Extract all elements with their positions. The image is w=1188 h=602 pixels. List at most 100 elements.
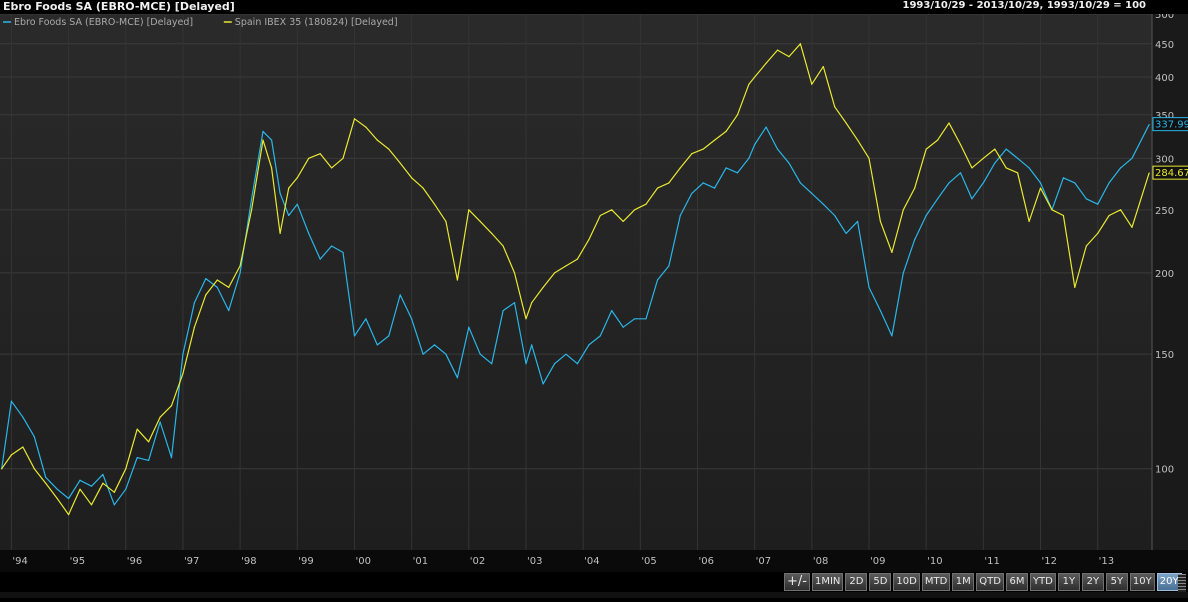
data-point <box>228 286 230 288</box>
data-point <box>411 177 413 179</box>
data-point <box>279 232 281 234</box>
data-point <box>525 363 527 365</box>
data-point <box>411 318 413 320</box>
period-button-1min[interactable]: 1MIN <box>811 573 844 591</box>
crosshair-icon[interactable]: +/- <box>784 573 810 591</box>
data-point <box>491 363 493 365</box>
data-point <box>754 76 756 78</box>
data-point <box>193 326 195 328</box>
data-point <box>330 245 333 247</box>
data-point <box>565 353 567 355</box>
data-point <box>33 436 35 438</box>
period-button-10y[interactable]: 10Y <box>1129 573 1155 591</box>
data-point <box>468 209 470 211</box>
data-point <box>170 457 173 459</box>
data-point <box>925 214 927 217</box>
period-button-5d[interactable]: 5D <box>869 573 892 591</box>
data-point <box>902 272 904 274</box>
data-point <box>79 488 81 490</box>
data-point <box>971 167 973 169</box>
y-tick-label: 400 <box>1155 73 1174 84</box>
x-tick-label: '99 <box>298 556 313 567</box>
data-point <box>445 353 447 355</box>
data-point <box>622 326 624 328</box>
data-point <box>239 272 241 274</box>
period-button-20y[interactable]: 20Y <box>1156 573 1182 591</box>
x-tick-label: '08 <box>813 556 828 567</box>
data-point <box>959 172 962 174</box>
x-tick-label: '94 <box>12 556 27 567</box>
data-point <box>468 326 470 328</box>
x-tick-label: '05 <box>641 556 656 567</box>
data-point <box>216 279 218 281</box>
data-point <box>22 416 24 418</box>
data-point <box>668 182 670 184</box>
data-point <box>725 130 727 132</box>
data-point <box>136 457 138 459</box>
data-point <box>736 114 739 116</box>
period-button-5y[interactable]: 5Y <box>1105 573 1128 591</box>
data-point <box>879 310 882 312</box>
data-point <box>982 157 984 159</box>
period-button-1m[interactable]: 1M <box>952 573 975 591</box>
x-tick-label: '00 <box>355 556 370 567</box>
period-button-mtd[interactable]: MTD <box>921 573 951 591</box>
data-point <box>399 294 401 296</box>
data-point <box>776 49 779 51</box>
data-point <box>10 454 13 456</box>
data-point <box>1085 198 1087 200</box>
data-point <box>542 286 544 288</box>
data-point <box>250 209 253 211</box>
data-point <box>634 209 636 211</box>
data-point <box>656 187 659 189</box>
data-point <box>937 139 939 141</box>
data-point <box>822 203 824 205</box>
data-point <box>679 167 681 169</box>
period-button-2y[interactable]: 2Y <box>1081 573 1104 591</box>
data-point <box>1039 182 1042 184</box>
last-value-label: 337.99 <box>1155 120 1188 131</box>
period-button-10d[interactable]: 10D <box>893 573 920 591</box>
data-point <box>599 335 601 337</box>
data-point <box>531 302 533 304</box>
y-tick-label: 300 <box>1155 154 1174 165</box>
data-point <box>799 43 801 45</box>
x-tick-label: '02 <box>470 556 485 567</box>
y-tick-label: 100 <box>1155 465 1174 476</box>
period-button-6m[interactable]: 6M <box>1005 573 1028 591</box>
data-point <box>1005 148 1007 150</box>
data-point <box>239 265 241 267</box>
data-point <box>422 353 424 355</box>
date-range-label: 1993/10/29 - 2013/10/29, 1993/10/29 = 10… <box>902 0 1146 11</box>
data-point <box>914 187 916 189</box>
period-button-ytd[interactable]: YTD <box>1029 573 1056 591</box>
data-point <box>342 157 344 159</box>
data-point <box>668 265 670 267</box>
data-point <box>788 162 790 164</box>
data-point <box>148 441 150 443</box>
resize-grip-icon[interactable] <box>1178 574 1186 592</box>
data-point <box>388 148 390 150</box>
period-button-2d[interactable]: 2D <box>845 573 868 591</box>
data-point <box>765 62 767 64</box>
period-button-1y[interactable]: 1Y <box>1057 573 1080 591</box>
data-point <box>553 272 556 274</box>
plot-background <box>0 14 1152 550</box>
data-point <box>748 83 750 85</box>
data-point <box>656 279 659 281</box>
data-point <box>288 214 290 217</box>
data-point <box>531 344 533 346</box>
data-point <box>1074 286 1076 288</box>
data-point <box>388 335 390 337</box>
data-point <box>611 310 613 312</box>
data-point <box>736 172 739 174</box>
data-point <box>159 421 161 423</box>
y-tick-label: 200 <box>1155 269 1174 280</box>
data-point <box>891 335 893 337</box>
period-button-qtd[interactable]: QTD <box>976 573 1004 591</box>
data-point <box>588 239 590 241</box>
data-point <box>10 400 13 402</box>
data-point <box>308 157 310 159</box>
data-point <box>136 428 138 430</box>
